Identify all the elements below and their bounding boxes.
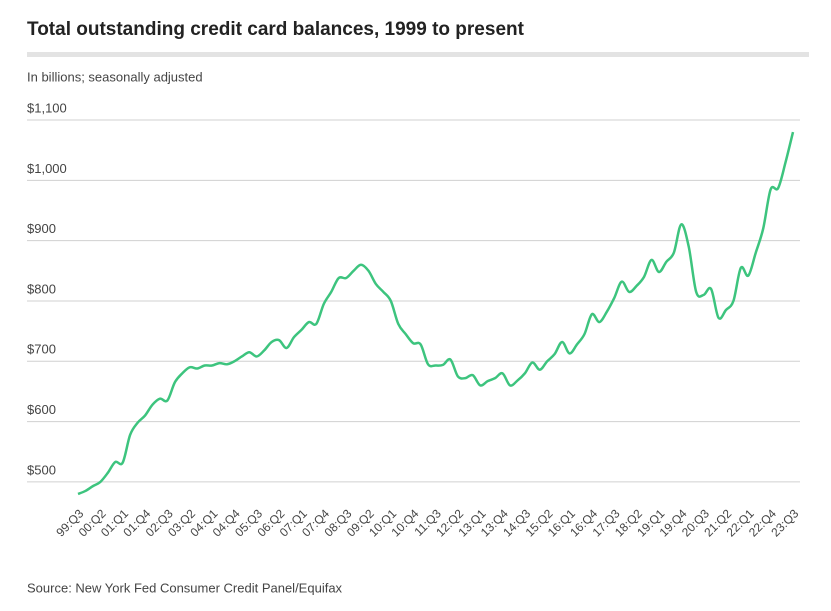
y-tick-label: $900 (27, 221, 56, 236)
source: Source: New York Fed Consumer Credit Pan… (27, 580, 343, 595)
y-tick-label: $600 (27, 402, 56, 417)
y-tick-label: $1,100 (27, 100, 67, 115)
y-tick-label: $1,000 (27, 161, 67, 176)
title-rule (27, 52, 809, 57)
chart-title: Total outstanding credit card balances, … (27, 19, 525, 40)
y-tick-label: $800 (27, 281, 56, 296)
data-line (77, 131, 795, 496)
y-tick-label: $500 (27, 462, 56, 477)
y-tick-label: $700 (27, 342, 56, 357)
subtitle: In billions; seasonally adjusted (27, 69, 203, 84)
